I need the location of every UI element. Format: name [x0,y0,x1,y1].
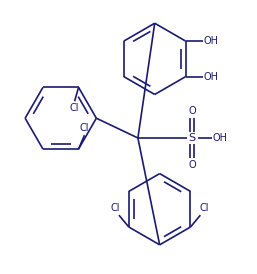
Text: Cl: Cl [110,203,120,213]
Text: O: O [188,160,196,170]
Text: OH: OH [204,36,219,46]
Text: Cl: Cl [80,123,89,133]
Text: OH: OH [204,72,219,82]
Text: Cl: Cl [70,103,79,113]
Text: O: O [188,106,196,116]
Text: OH: OH [213,133,227,143]
Text: S: S [189,133,196,143]
Text: Cl: Cl [200,203,209,213]
